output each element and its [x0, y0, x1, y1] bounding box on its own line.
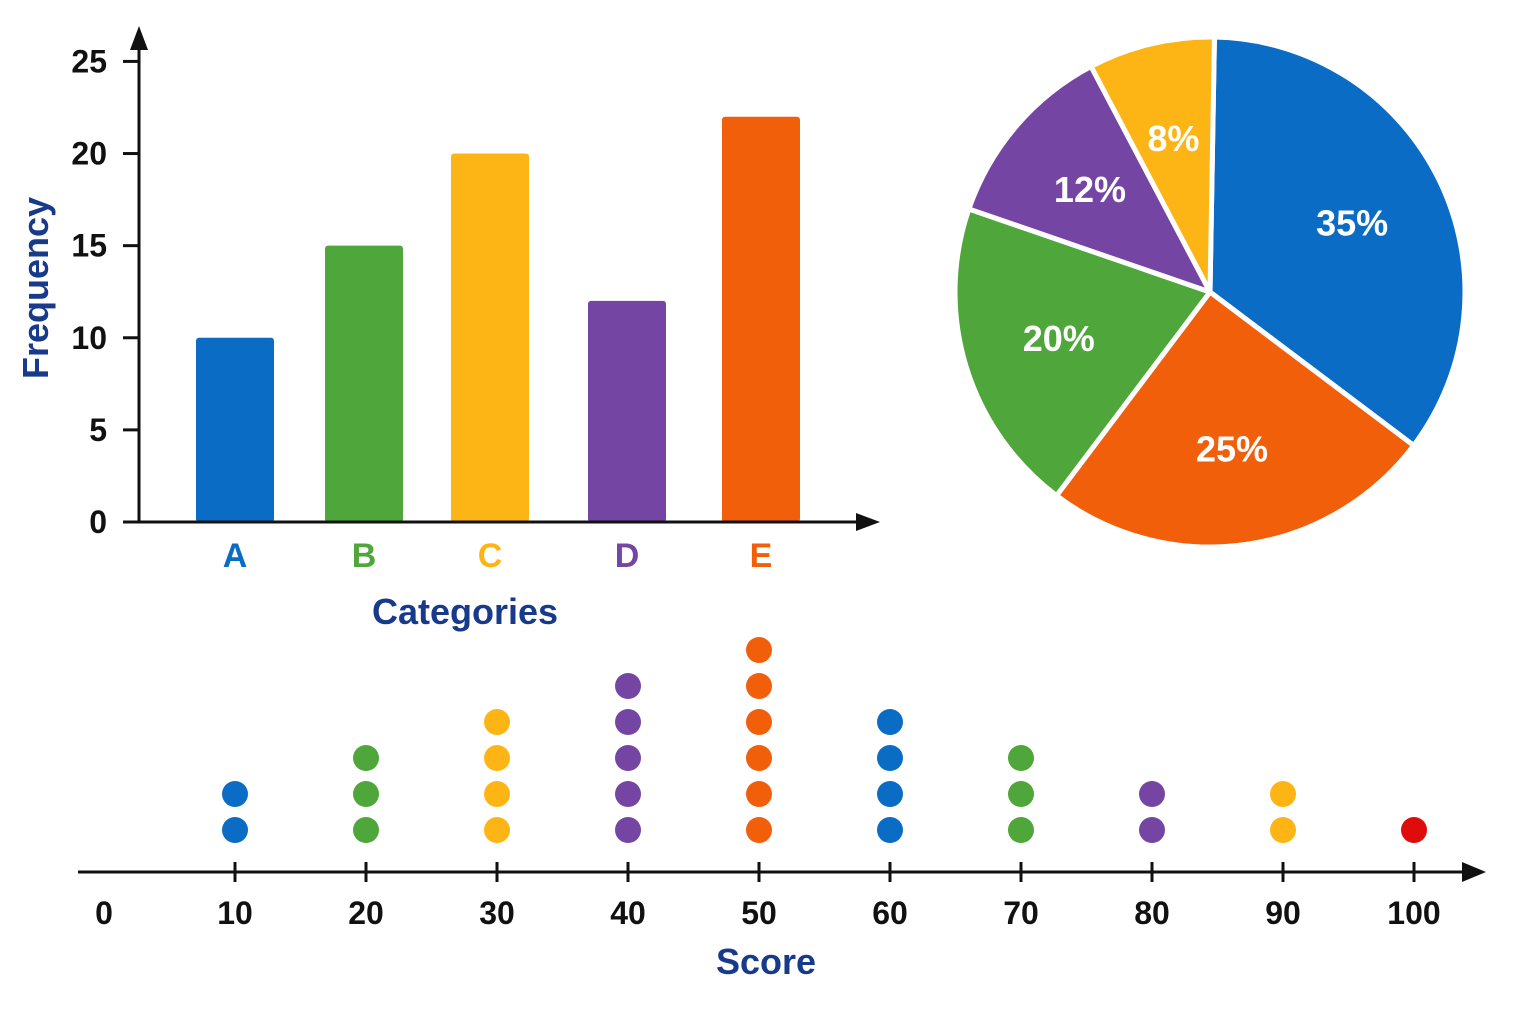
dot-point	[746, 745, 772, 771]
bar-x-axis-title: Categories	[372, 591, 558, 632]
y-tick-label: 0	[89, 504, 107, 540]
dot-point	[1008, 745, 1034, 771]
pie-slice	[1054, 289, 1417, 550]
dot-point	[1401, 817, 1427, 843]
dot-point	[615, 745, 641, 771]
dot-point	[615, 781, 641, 807]
bar-e	[722, 116, 800, 522]
dot-point	[1270, 817, 1296, 843]
dot-point	[1008, 781, 1034, 807]
dot-point	[1270, 781, 1296, 807]
x-tick-label: 10	[217, 895, 253, 931]
pie-slice	[966, 63, 1213, 295]
dot-point	[877, 781, 903, 807]
dot-point	[353, 745, 379, 771]
x-tick-label: 40	[610, 895, 646, 931]
dot-point	[484, 745, 510, 771]
bar-chart: 0 5 10 15 20 25 A B C D E Categories Frequency	[15, 26, 880, 632]
bar-category-labels: A B C D E	[223, 537, 773, 575]
dot-series	[222, 637, 1427, 843]
x-tick-label: 30	[479, 895, 515, 931]
y-tick-label: 10	[71, 320, 107, 356]
dot-point	[222, 817, 248, 843]
bar-y-axis-arrow	[130, 26, 148, 50]
dot-point	[353, 817, 379, 843]
x-tick-label: 100	[1387, 895, 1440, 931]
dot-point	[746, 673, 772, 699]
y-tick-label: 25	[71, 43, 107, 79]
x-tick-label: 50	[741, 895, 777, 931]
dot-point	[353, 781, 379, 807]
pie-slice-label: 8%	[1147, 118, 1199, 159]
pie-slice-label: 25%	[1196, 429, 1268, 470]
dot-point	[877, 817, 903, 843]
dot-point	[746, 817, 772, 843]
pie-slice-label: 35%	[1316, 203, 1388, 244]
bar-y-ticks: 0 5 10 15 20 25	[71, 43, 139, 540]
pie-slice	[1088, 34, 1217, 295]
pie-slice	[1207, 34, 1468, 448]
dot-point	[484, 709, 510, 735]
y-tick-label: 20	[71, 136, 107, 172]
x-tick-label: 90	[1265, 895, 1301, 931]
dot-point	[615, 817, 641, 843]
pie-slice-label: 20%	[1023, 318, 1095, 359]
dot-point	[222, 781, 248, 807]
bar-y-axis-title: Frequency	[15, 197, 56, 379]
dot-point	[746, 781, 772, 807]
dot-x-axis-arrow	[1462, 862, 1486, 882]
x-tick-label: 20	[348, 895, 384, 931]
dot-point	[484, 781, 510, 807]
x-tick-label: 80	[1134, 895, 1170, 931]
dot-point	[615, 709, 641, 735]
y-tick-label: 5	[89, 412, 107, 448]
bar-b	[325, 245, 403, 522]
x-tick-label: 60	[872, 895, 908, 931]
pie-chart: 35% 25% 20% 12% 8%	[952, 34, 1468, 550]
dot-point	[1139, 817, 1165, 843]
category-label: E	[750, 537, 773, 575]
bar-d	[588, 300, 666, 522]
bar-series	[196, 116, 800, 523]
dot-point	[615, 673, 641, 699]
pie-slice-label: 12%	[1054, 169, 1126, 210]
dot-point	[1008, 817, 1034, 843]
dot-point	[877, 745, 903, 771]
category-label: B	[352, 537, 377, 575]
bar-a	[196, 337, 274, 522]
dot-point	[877, 709, 903, 735]
dot-point	[746, 709, 772, 735]
category-label: C	[478, 537, 503, 575]
dot-point	[746, 637, 772, 663]
x-tick-label: 70	[1003, 895, 1039, 931]
pie-slices	[952, 34, 1468, 550]
category-label: A	[223, 537, 248, 575]
dot-x-ticks: 0 10 20 30 40 50 60 70 80 90 100	[95, 862, 1441, 931]
y-tick-label: 15	[71, 228, 107, 264]
dot-point	[484, 817, 510, 843]
pie-slice	[952, 206, 1213, 499]
bar-x-axis-arrow	[856, 513, 880, 531]
dot-x-axis-title: Score	[716, 941, 816, 982]
dot-plot: 0 10 20 30 40 50 60 70 80 90 100 Score	[78, 637, 1486, 982]
bar-c	[451, 153, 529, 523]
pie-labels: 35% 25% 20% 12% 8%	[1023, 118, 1388, 469]
x-tick-label: 0	[95, 895, 113, 931]
dot-point	[1139, 781, 1165, 807]
category-label: D	[615, 537, 640, 575]
